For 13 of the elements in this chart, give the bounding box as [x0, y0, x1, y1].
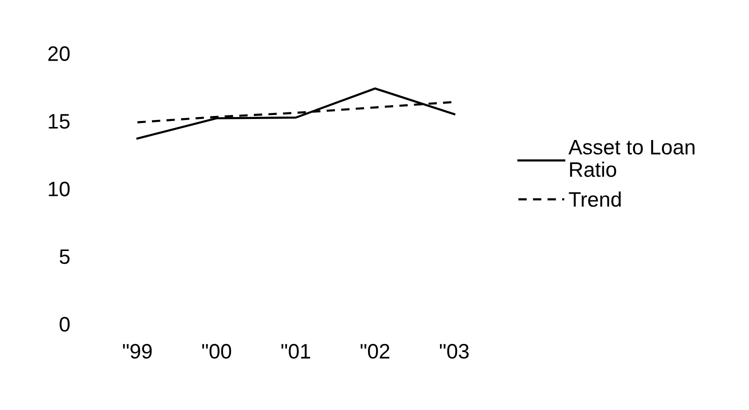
x-tick-label: "02 [360, 344, 390, 359]
x-tick-label: "01 [281, 344, 310, 359]
x-tick-label: "00 [202, 344, 232, 359]
x-tick-label: "99 [123, 344, 152, 359]
y-tick-label: 15 [48, 114, 70, 129]
x-tick-label: "03 [440, 344, 469, 359]
line-series [136, 87, 456, 140]
legend-label: Trend [568, 192, 621, 207]
y-tick-label: 10 [48, 182, 70, 196]
y-tick-label: 5 [60, 249, 70, 264]
y-tick-label: 0 [60, 316, 70, 332]
y-tick-label: 20 [48, 46, 70, 62]
legend-label: Asset to Loan Ratio [568, 140, 694, 177]
